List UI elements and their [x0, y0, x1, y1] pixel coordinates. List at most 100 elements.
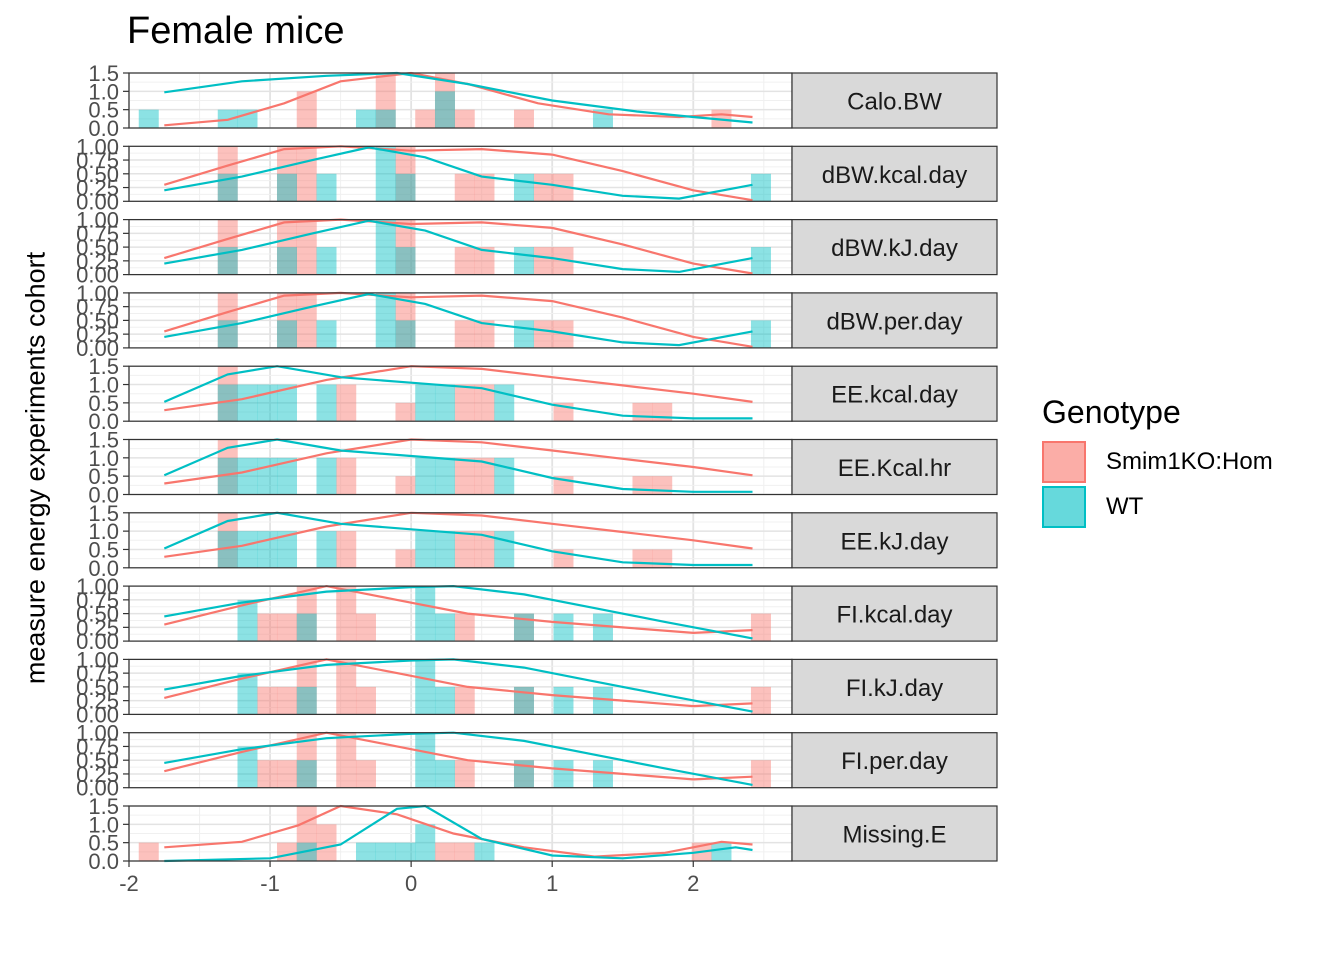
histogram-bar: [138, 109, 159, 128]
y-tick-label: 0.50: [76, 162, 119, 187]
facet-strip: [791, 292, 998, 349]
histogram-bar: [395, 219, 416, 275]
histogram-bar: [276, 760, 297, 788]
density-curve: [163, 511, 753, 567]
density-curve: [164, 365, 753, 412]
y-tick-label: 0.25: [76, 249, 119, 274]
histogram-bar: [553, 760, 574, 788]
y-tick-label: 0.00: [76, 263, 119, 288]
histogram-bar: [711, 842, 732, 861]
y-tick-label: 0.50: [76, 748, 119, 773]
histogram-bar: [375, 219, 396, 275]
y-tick-label: 0.75: [76, 588, 119, 613]
facet-strip-label: dBW.kcal.day: [822, 162, 967, 189]
density-curve: [163, 145, 753, 202]
facet-strip-label: FI.kJ.day: [846, 675, 943, 702]
histogram-bar: [750, 613, 771, 642]
histogram-bar: [237, 531, 258, 568]
histogram-bar: [454, 842, 475, 861]
histogram-bar: [276, 531, 297, 568]
facet-strip: [791, 658, 998, 716]
histogram-bar: [257, 613, 278, 642]
histogram-bar: [454, 109, 475, 128]
histogram-bar: [237, 457, 258, 495]
facet-strip: [791, 219, 998, 276]
x-tick-label: -1: [260, 871, 280, 896]
legend-label-smim1ko: Smim1KO:Hom: [1106, 447, 1273, 475]
histogram-bar: [395, 549, 416, 568]
histogram-bar: [276, 613, 297, 642]
y-tick-label: 1.00: [76, 208, 119, 233]
y-tick-label: 1.00: [76, 134, 119, 159]
histogram-bar: [276, 292, 297, 348]
facet-strip: [791, 72, 998, 129]
histogram-bar: [474, 842, 495, 861]
histogram-bar: [296, 732, 317, 788]
histogram-bar: [592, 686, 613, 715]
density-curve: [164, 219, 753, 274]
legend: Genotype Smim1KO:Hom WT: [1042, 394, 1273, 529]
density-curve: [164, 511, 753, 558]
histogram-bar: [296, 760, 317, 788]
histogram-bar: [237, 384, 258, 422]
y-tick-label: 0.75: [76, 221, 119, 246]
histogram-bar: [533, 247, 554, 275]
histogram-bar: [276, 173, 297, 202]
histogram-bar: [316, 531, 337, 568]
histogram-bar: [454, 247, 475, 275]
histogram-bar: [355, 686, 376, 715]
histogram-bar: [632, 549, 653, 568]
y-tick-label: 0.0: [88, 849, 119, 874]
y-tick-label: 0.00: [76, 776, 119, 801]
histogram-bar: [217, 292, 238, 348]
histogram-bar: [257, 760, 278, 788]
histogram-bar: [415, 824, 436, 861]
y-tick-label: 0.5: [88, 831, 119, 856]
histogram-bar: [474, 531, 495, 568]
histogram-bar: [296, 146, 317, 202]
histogram-bar: [375, 842, 396, 861]
y-tick-label: 1.0: [88, 373, 119, 398]
facet-strip-label: EE.kcal.day: [831, 382, 958, 409]
histogram-bar: [336, 531, 357, 568]
y-tick-label: 0.75: [76, 295, 119, 320]
y-tick-label: 1.0: [88, 812, 119, 837]
histogram-bar: [454, 613, 475, 642]
histogram-bar: [415, 586, 436, 642]
legend-key-smim1ko: [1042, 440, 1086, 483]
density-curve: [163, 438, 753, 493]
x-tick-label: 0: [405, 871, 417, 896]
y-tick-label: 1.5: [88, 428, 119, 453]
histogram-bar: [217, 512, 238, 568]
density-curve: [164, 292, 753, 347]
histogram-bar: [494, 457, 515, 495]
histogram-bar: [276, 457, 297, 495]
histogram-bar: [415, 109, 436, 128]
histogram-bar: [454, 384, 475, 422]
y-tick-label: 0.0: [88, 556, 119, 581]
histogram-bar: [454, 686, 475, 715]
y-tick-label: 0.25: [76, 762, 119, 787]
y-tick-label: 0.0: [88, 409, 119, 434]
histogram-bar: [355, 760, 376, 788]
histogram-bar: [454, 457, 475, 495]
histogram-bar: [296, 91, 317, 128]
facet-strip-label: Calo.BW: [847, 89, 942, 116]
histogram-bar: [474, 247, 495, 275]
histogram-bar: [454, 531, 475, 568]
density-curve: [164, 71, 753, 124]
histogram-bar: [217, 439, 238, 495]
y-tick-label: 1.0: [88, 446, 119, 471]
histogram-bar: [336, 659, 357, 715]
histogram-bar: [296, 686, 317, 715]
density-curve: [164, 804, 753, 863]
histogram-bar: [296, 292, 317, 348]
histogram-bar: [395, 292, 416, 348]
legend-label-wt: WT: [1106, 492, 1144, 520]
histogram-bar: [316, 384, 337, 422]
density-curve: [164, 804, 753, 858]
density-curve: [164, 438, 753, 485]
histogram-bar: [296, 613, 317, 642]
histogram-bar: [296, 659, 317, 715]
